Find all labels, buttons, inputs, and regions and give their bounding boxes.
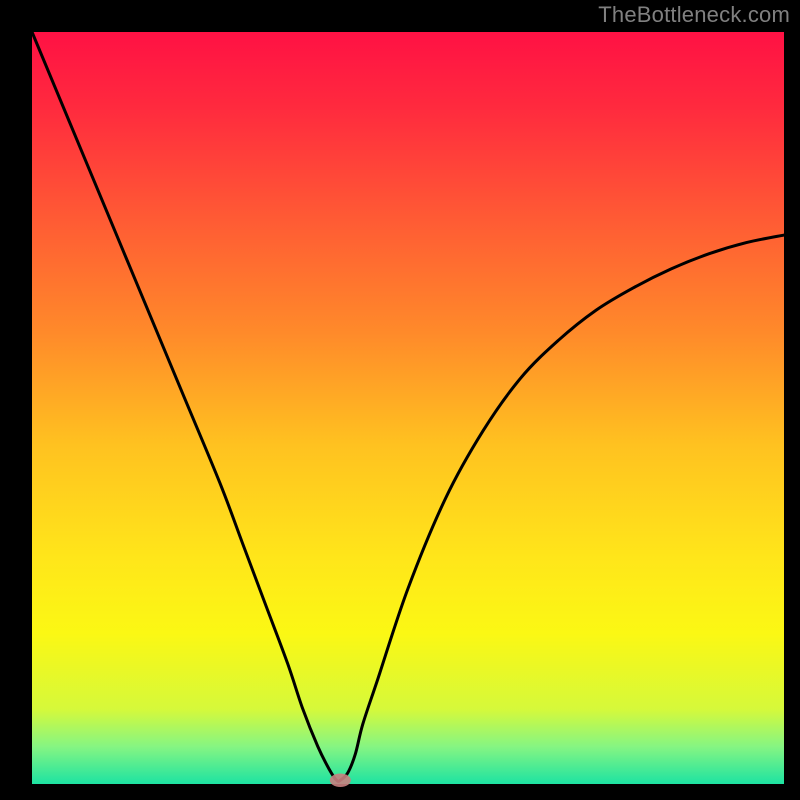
bottleneck-curve xyxy=(32,32,784,781)
plot-svg xyxy=(0,0,800,800)
optimum-marker xyxy=(330,773,351,787)
watermark-text: TheBottleneck.com xyxy=(598,2,790,28)
